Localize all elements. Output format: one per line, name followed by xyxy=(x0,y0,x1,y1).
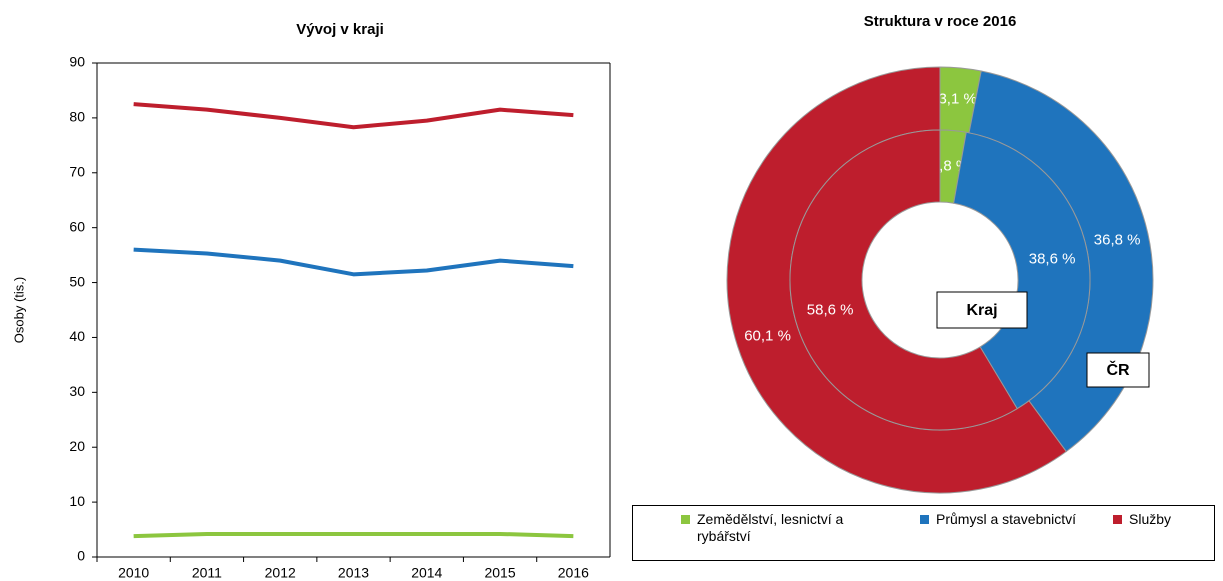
legend-item: Zemědělství, lesnictví a rybářství xyxy=(681,511,887,545)
x-tick-label: 2014 xyxy=(411,565,442,581)
x-tick-label: 2011 xyxy=(192,565,222,581)
ring-label: ČR xyxy=(1106,360,1130,379)
x-tick-label: 2012 xyxy=(265,565,296,581)
x-tick-label: 2010 xyxy=(118,565,149,581)
ring-label-box xyxy=(936,291,1028,329)
data-label: 38,6 % xyxy=(1029,250,1076,267)
ring-label-box xyxy=(1086,352,1150,388)
y-tick-label: 90 xyxy=(69,54,85,70)
donut-slice xyxy=(789,129,1018,431)
ring-label: Kraj xyxy=(966,302,997,319)
data-label: 3,1 % xyxy=(938,90,976,107)
chart-title: Struktura v roce 2016 xyxy=(864,13,1017,30)
y-tick-label: 0 xyxy=(77,548,85,564)
line-series xyxy=(133,247,574,277)
legend-label: Průmysl a stavebnictví xyxy=(936,511,1077,527)
line-series xyxy=(133,531,574,539)
x-tick-label: 2015 xyxy=(484,565,515,581)
legend-swatch xyxy=(920,515,929,524)
y-axis-label: Osoby (tis.) xyxy=(11,277,26,343)
y-tick-label: 30 xyxy=(69,383,85,399)
legend-item: Průmysl a stavebnictví xyxy=(920,511,1096,528)
legend-label: Zemědělství, lesnictví a rybářství xyxy=(697,511,844,544)
legend: Zemědělství, lesnictví a rybářství Průmys… xyxy=(632,505,1215,561)
y-tick-label: 80 xyxy=(69,109,85,125)
legend-swatch xyxy=(1113,515,1122,524)
data-label: 58,6 % xyxy=(807,301,854,318)
donut-slice xyxy=(953,131,1091,410)
data-label: 60,1 % xyxy=(744,328,791,345)
y-tick-label: 10 xyxy=(69,493,85,509)
legend-label: Služby xyxy=(1129,511,1172,527)
legend-item: Služby xyxy=(1113,511,1219,528)
y-tick-label: 40 xyxy=(69,328,85,344)
x-tick-label: 2013 xyxy=(338,565,369,581)
legend-swatch xyxy=(681,515,690,524)
y-tick-label: 50 xyxy=(69,273,85,289)
chart-title: Vývoj v kraji xyxy=(296,21,384,38)
data-label: 36,8 % xyxy=(1094,231,1141,248)
y-tick-label: 20 xyxy=(69,438,85,454)
y-tick-label: 60 xyxy=(69,218,85,234)
x-tick-label: 2016 xyxy=(558,565,589,581)
y-tick-label: 70 xyxy=(69,163,85,179)
line-series xyxy=(133,102,574,130)
